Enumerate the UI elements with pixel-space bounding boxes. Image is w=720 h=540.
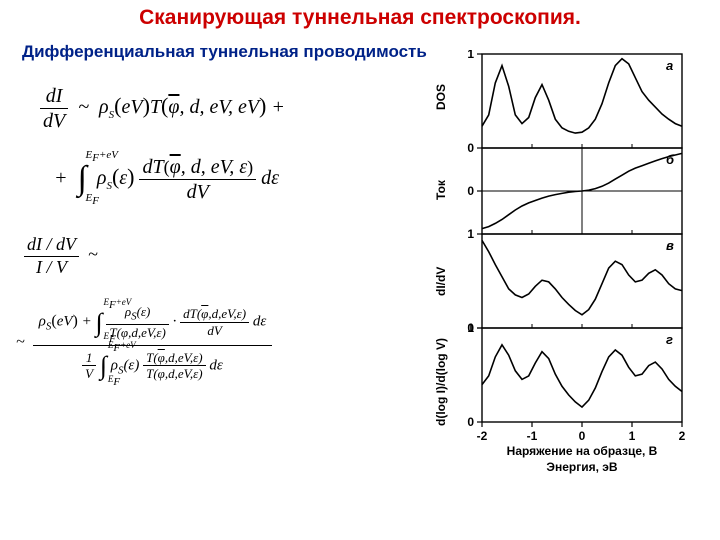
equation-1: dIdV ~ ρS(eV)T(φ, d, eV, eV) + <box>40 84 414 133</box>
svg-text:1: 1 <box>467 227 474 241</box>
x-axis-label-1: Наряжение на образце, В <box>454 444 710 458</box>
svg-text:-1: -1 <box>527 429 538 443</box>
svg-text:-2: -2 <box>477 429 488 443</box>
equation-1-line2: + ∫ EF+eV EF ρS(ε) dT(φ, d, eV, ε) dV dε <box>54 155 414 204</box>
panel-tag: а <box>666 58 673 73</box>
svg-text:0: 0 <box>467 415 474 429</box>
y-axis-label: dI/dV <box>434 267 448 296</box>
equation-2-lhs: dI / dV I / V ~ <box>24 234 414 278</box>
svg-text:0: 0 <box>467 184 474 198</box>
chart-stack: 0100101-2-1012 DOSаТокбdI/dVвd(log I)/d(… <box>426 50 706 530</box>
page-title: Сканирующая туннельная спектроскопия. <box>0 0 720 30</box>
svg-text:1: 1 <box>629 429 636 443</box>
svg-text:2: 2 <box>679 429 686 443</box>
svg-text:1: 1 <box>467 50 474 61</box>
y-axis-label: DOS <box>434 84 448 110</box>
svg-text:1: 1 <box>467 321 474 335</box>
panel-tag: в <box>666 238 674 253</box>
panel-tag: г <box>666 332 673 347</box>
y-axis-label: d(log I)/d(log V) <box>434 338 448 426</box>
svg-text:0: 0 <box>467 141 474 155</box>
equations-block: dIdV ~ ρS(eV)T(φ, d, eV, eV) + + ∫ EF+eV… <box>24 84 414 408</box>
x-axis-label-2: Энергия, эВ <box>454 460 710 474</box>
panel-tag: б <box>666 152 674 167</box>
y-axis-label: Ток <box>434 180 448 200</box>
svg-text:0: 0 <box>579 429 586 443</box>
equation-2-rhs: ~ ρS(eV) + ∫ EF+eV EF ρS(ε) T(φ,d,eV,ε) … <box>16 300 414 386</box>
